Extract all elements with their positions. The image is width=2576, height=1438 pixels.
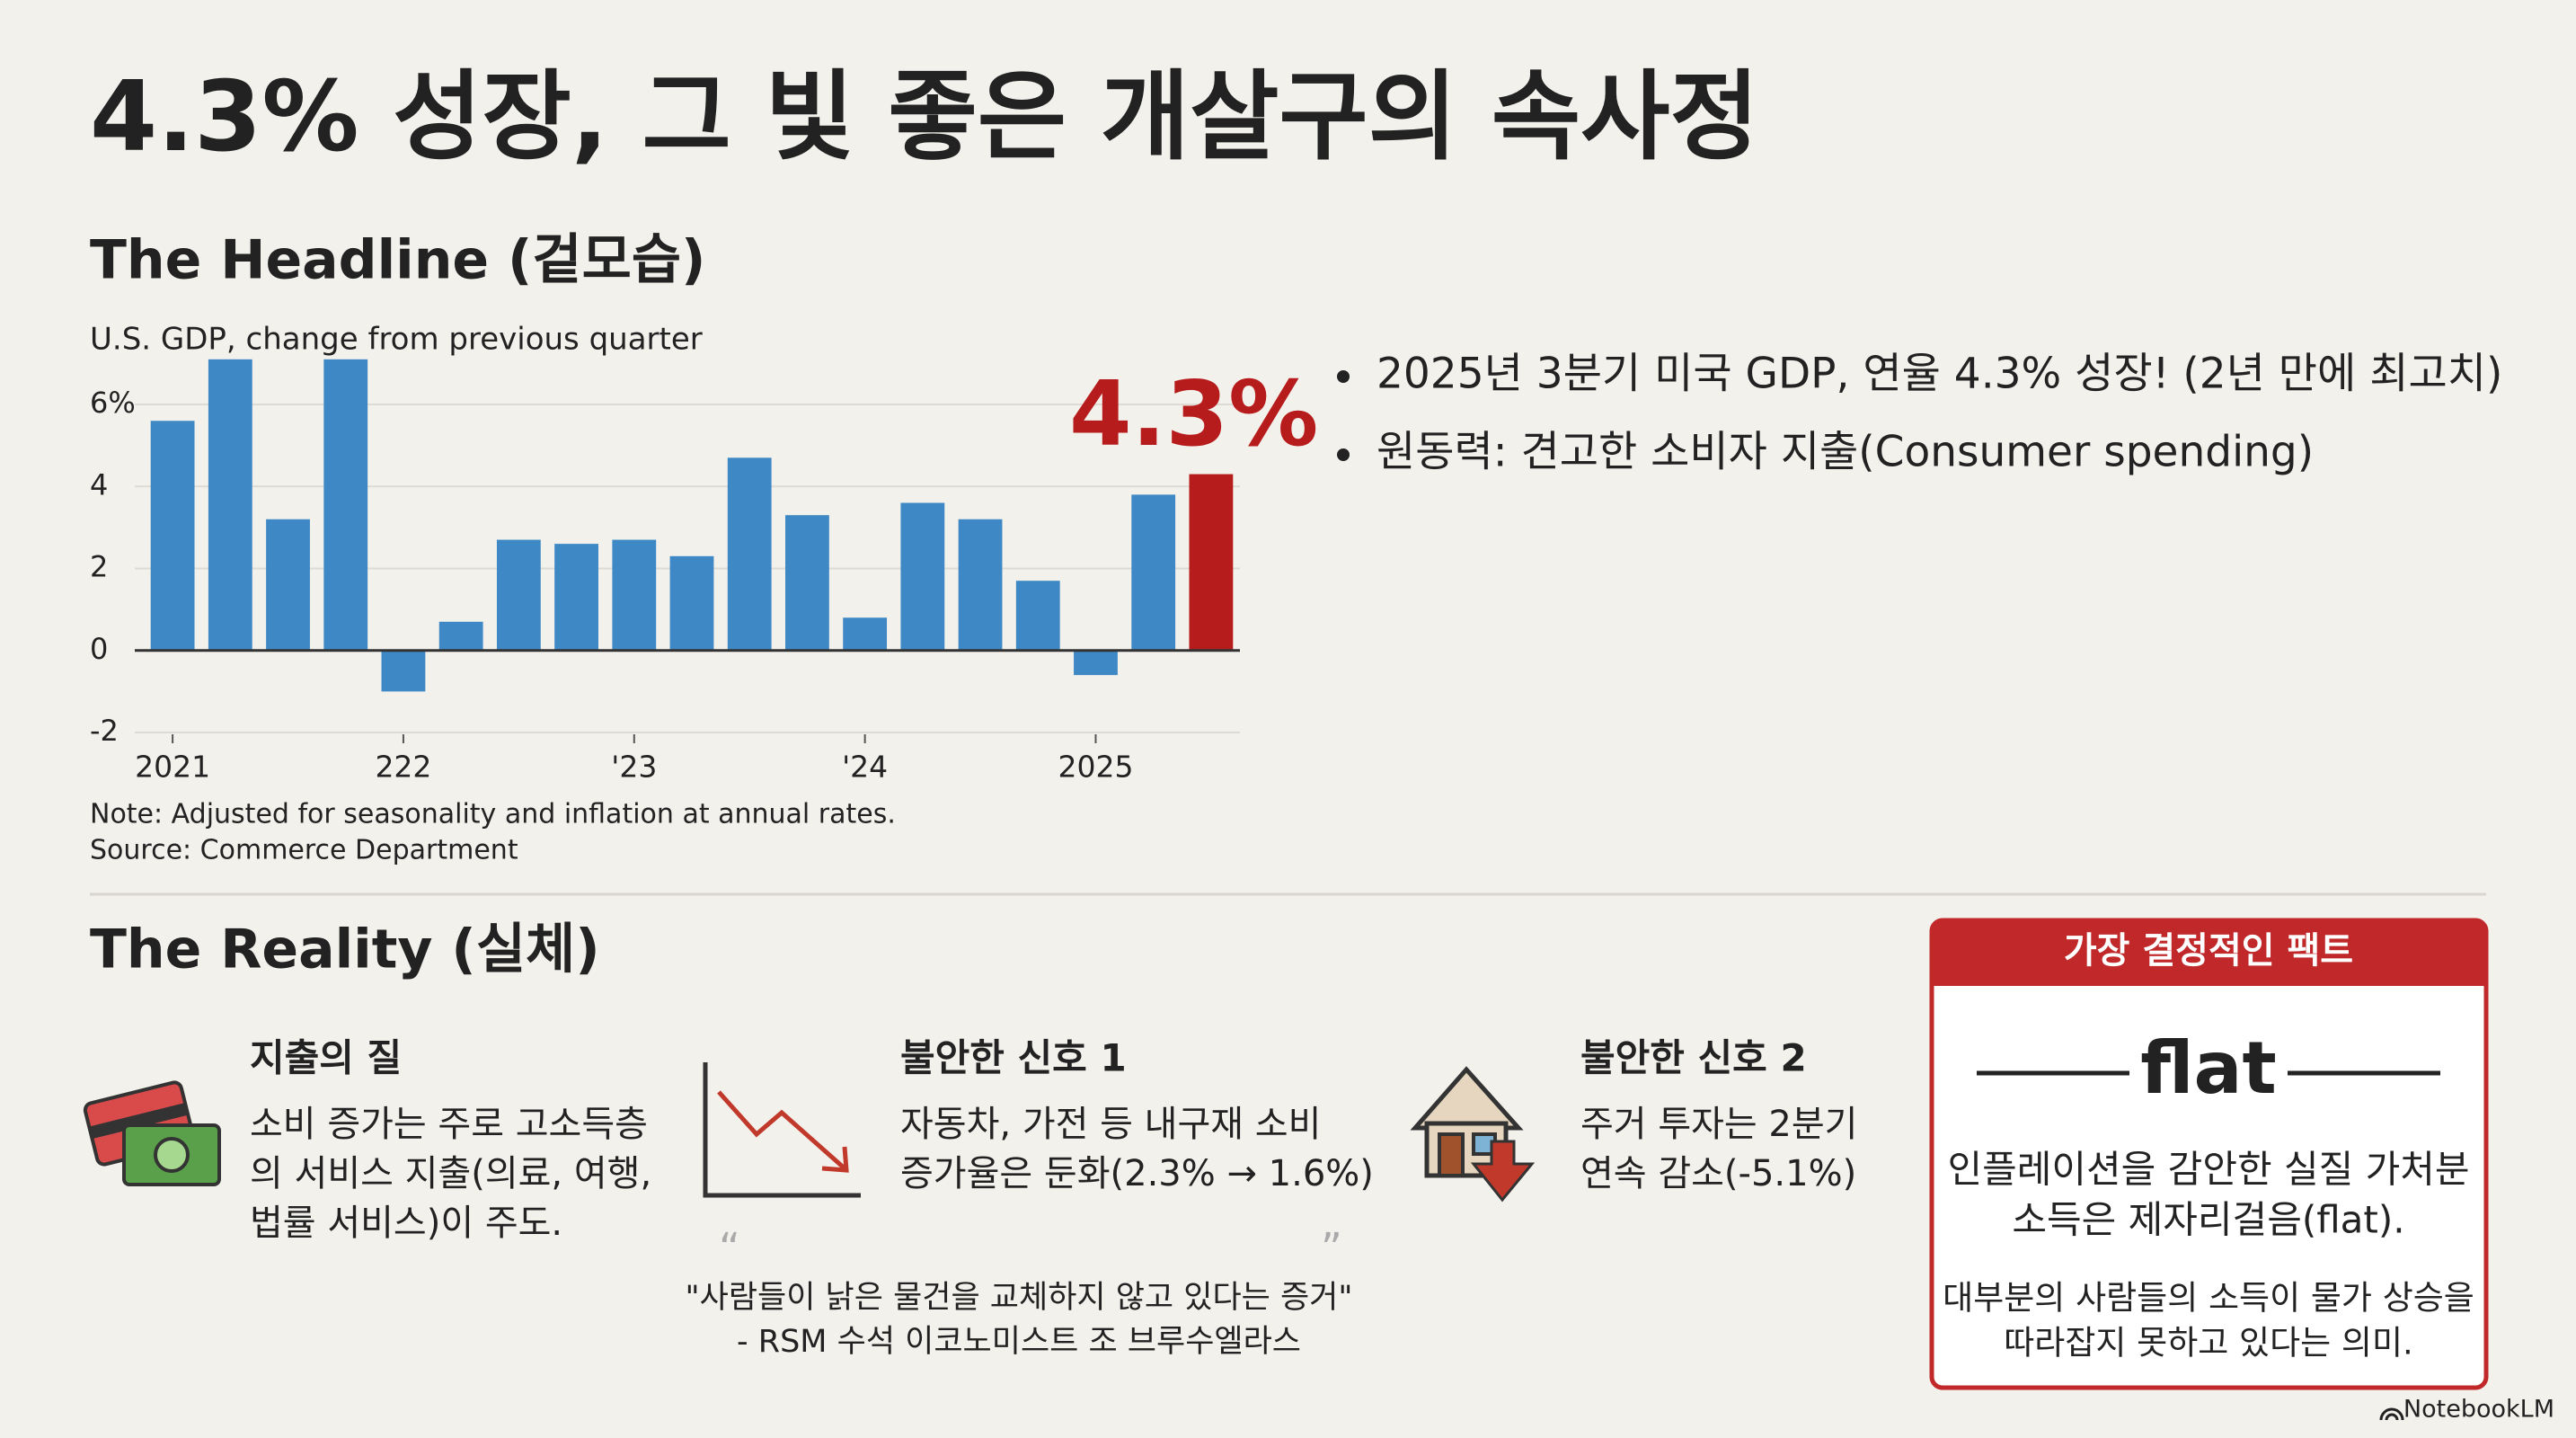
section-heading: The Headline (겉모습) <box>90 229 705 292</box>
y-tick-label: 6% <box>90 386 136 420</box>
x-tick-label: 2021 <box>135 750 210 785</box>
bullet-dot <box>1337 370 1350 383</box>
item-text: 증가율은 둔화(2.3% → 1.6%) <box>900 1153 1374 1194</box>
chart-title: U.S. GDP, change from previous quarter <box>90 322 703 358</box>
bar <box>323 359 368 651</box>
bar <box>843 617 888 651</box>
bullet-text: 2025년 3분기 미국 GDP, 연율 4.3% 성장! (2년 만에 최고치… <box>1377 350 2502 399</box>
item-heading: 지출의 질 <box>250 1036 402 1080</box>
bar <box>785 515 829 651</box>
bar <box>1015 581 1060 651</box>
bar <box>150 421 195 651</box>
fact-detail: 대부분의 사람들의 소득이 물가 상승을 <box>1943 1279 2474 1318</box>
item-text: 법률 서비스)이 주도. <box>250 1203 562 1244</box>
fact-text: 인플레이션을 감안한 실질 가처분 <box>1947 1148 2469 1192</box>
money-icon <box>83 1080 221 1186</box>
x-tick-label: '23 <box>611 750 657 785</box>
y-tick-label: 2 <box>90 550 108 584</box>
bar <box>1189 474 1234 651</box>
bar <box>381 650 426 692</box>
item-heading: 불안한 신호 2 <box>1580 1036 1807 1080</box>
chart-note: Note: Adjusted for seasonality and infla… <box>90 799 896 830</box>
item-text: 자동차, 가전 등 내구재 소비 <box>900 1104 1321 1145</box>
bar <box>958 519 1003 651</box>
decline-icon <box>703 1062 861 1198</box>
footer-logo <box>2379 1407 2404 1421</box>
quote-mark: ” <box>1321 1224 1342 1273</box>
y-tick-label: 0 <box>90 632 108 666</box>
footer: NotebookLM <box>2403 1396 2554 1424</box>
bar <box>208 359 252 651</box>
bar <box>496 539 541 651</box>
y-tick-label: -2 <box>90 714 119 748</box>
bar <box>612 539 657 651</box>
x-tick-label: '24 <box>842 750 888 785</box>
x-tick-label: 2025 <box>1058 750 1133 785</box>
bar <box>266 519 310 651</box>
page-title: 4.3% 성장, 그 빛 좋은 개살구의 속사정 <box>90 61 1759 173</box>
x-tick-label: 222 <box>375 750 431 785</box>
bar <box>727 457 772 651</box>
fact-detail: 따라잡지 못하고 있다는 의미. <box>2004 1324 2413 1363</box>
fact-box-title: 가장 결정적인 팩트 <box>2064 930 2353 972</box>
bar <box>438 621 483 651</box>
item-text: 의 서비스 지출(의료, 여행, <box>250 1153 651 1194</box>
chart-source: Source: Commerce Department <box>90 835 518 866</box>
fact-text: 소득은 제자리걸음(flat). <box>2012 1198 2404 1242</box>
fact-keyword: flat <box>2140 1026 2277 1110</box>
value-label: 4.3% <box>1069 361 1318 466</box>
house-icon <box>1410 1066 1536 1203</box>
bullet-dot <box>1337 448 1350 461</box>
bar <box>1131 494 1176 651</box>
bar <box>1074 650 1118 676</box>
bullet-text: 원동력: 견고한 소비자 지출(Consumer spending) <box>1377 428 2314 477</box>
section-heading: The Reality (실체) <box>90 919 600 981</box>
bar <box>554 544 598 651</box>
item-text: 연속 감소(-5.1%) <box>1580 1153 1856 1194</box>
y-tick-label: 4 <box>90 467 108 502</box>
quote-mark: “ <box>719 1224 740 1273</box>
bar <box>900 502 945 651</box>
bar <box>669 555 714 651</box>
quote-text: "사람들이 낡은 물건을 교체하지 않고 있다는 증거" <box>686 1280 1353 1316</box>
item-text: 소비 증가는 주로 고소득층 <box>250 1104 648 1145</box>
quote-source: - RSM 수석 이코노미스트 조 브루수엘라스 <box>737 1324 1301 1360</box>
fact-box-header <box>1932 920 2486 986</box>
item-text: 주거 투자는 2분기 <box>1580 1104 1857 1145</box>
item-heading: 불안한 신호 1 <box>900 1036 1127 1080</box>
